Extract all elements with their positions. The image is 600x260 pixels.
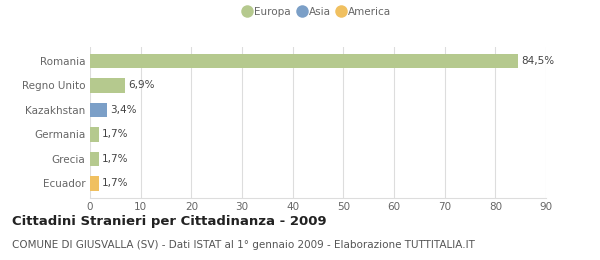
Bar (90, 103, 107, 117)
Bar (90, 152, 98, 166)
Text: 6,9%: 6,9% (128, 81, 155, 90)
Text: 1,7%: 1,7% (101, 129, 128, 139)
Bar (90, 127, 98, 142)
Text: 1,7%: 1,7% (101, 178, 128, 188)
Bar (90, 54, 518, 68)
Text: 3,4%: 3,4% (110, 105, 137, 115)
Text: COMUNE DI GIUSVALLA (SV) - Dati ISTAT al 1° gennaio 2009 - Elaborazione TUTTITAL: COMUNE DI GIUSVALLA (SV) - Dati ISTAT al… (12, 240, 475, 250)
Text: 1,7%: 1,7% (101, 154, 128, 164)
Legend: Europa, Asia, America: Europa, Asia, America (245, 7, 391, 17)
Text: Cittadini Stranieri per Cittadinanza - 2009: Cittadini Stranieri per Cittadinanza - 2… (12, 214, 326, 228)
Bar (90, 78, 125, 93)
Text: 84,5%: 84,5% (521, 56, 554, 66)
Bar (90, 176, 98, 191)
